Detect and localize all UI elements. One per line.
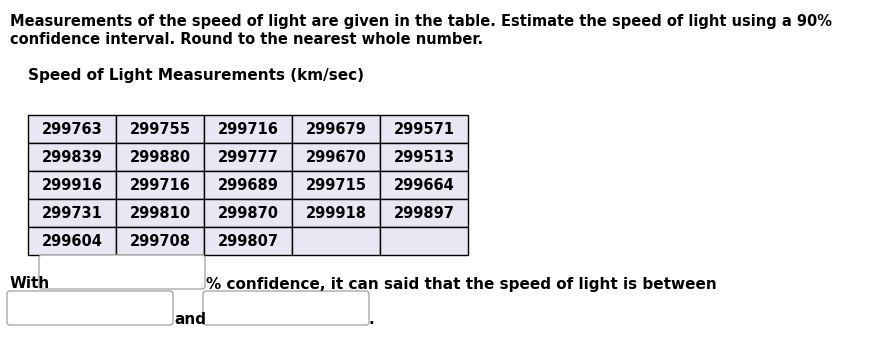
Bar	[28, 199, 116, 227]
Bar	[116, 143, 203, 171]
Text: 299807: 299807	[217, 233, 278, 249]
Bar	[380, 199, 468, 227]
Text: 299897: 299897	[393, 206, 454, 221]
FancyBboxPatch shape	[7, 291, 173, 325]
Bar	[380, 227, 468, 255]
Text: 299731: 299731	[42, 206, 103, 221]
Text: 299777: 299777	[217, 150, 278, 165]
Bar	[292, 115, 380, 143]
Bar	[28, 227, 116, 255]
Text: 299716: 299716	[217, 122, 278, 136]
Bar	[380, 115, 468, 143]
FancyBboxPatch shape	[202, 291, 368, 325]
Text: 299916: 299916	[42, 178, 103, 193]
Text: 299870: 299870	[217, 206, 278, 221]
Text: 299755: 299755	[129, 122, 190, 136]
Bar	[203, 143, 292, 171]
Bar	[116, 199, 203, 227]
Bar	[116, 115, 203, 143]
FancyBboxPatch shape	[39, 255, 205, 289]
Bar	[28, 115, 116, 143]
Bar	[292, 227, 380, 255]
Text: .: .	[368, 312, 375, 327]
Bar	[203, 199, 292, 227]
Text: 299664: 299664	[393, 178, 454, 193]
Text: 299571: 299571	[393, 122, 454, 136]
Bar	[380, 143, 468, 171]
Text: 299810: 299810	[129, 206, 190, 221]
Text: Measurements of the speed of light are given in the table. Estimate the speed of: Measurements of the speed of light are g…	[10, 14, 831, 29]
Text: 299715: 299715	[305, 178, 366, 193]
Text: confidence interval. Round to the nearest whole number.: confidence interval. Round to the neares…	[10, 32, 482, 47]
Bar	[116, 227, 203, 255]
Text: 299513: 299513	[393, 150, 454, 165]
Bar	[292, 171, 380, 199]
Text: With: With	[10, 277, 50, 292]
Text: 299708: 299708	[129, 233, 190, 249]
Bar	[292, 199, 380, 227]
Bar	[116, 171, 203, 199]
Text: 299918: 299918	[305, 206, 366, 221]
Text: 299880: 299880	[129, 150, 190, 165]
Text: Speed of Light Measurements (km/sec): Speed of Light Measurements (km/sec)	[28, 68, 363, 83]
Bar	[203, 227, 292, 255]
Text: 299716: 299716	[129, 178, 190, 193]
Bar	[203, 171, 292, 199]
Bar	[203, 115, 292, 143]
Bar	[28, 171, 116, 199]
Bar	[380, 171, 468, 199]
Text: and: and	[174, 312, 206, 327]
Bar	[292, 143, 380, 171]
Text: 299839: 299839	[42, 150, 103, 165]
Text: 299689: 299689	[217, 178, 278, 193]
Text: 299670: 299670	[305, 150, 366, 165]
Text: 299604: 299604	[42, 233, 103, 249]
Bar	[28, 143, 116, 171]
Text: 299679: 299679	[305, 122, 366, 136]
Text: 299763: 299763	[42, 122, 103, 136]
Text: % confidence, it can said that the speed of light is between: % confidence, it can said that the speed…	[206, 277, 716, 292]
